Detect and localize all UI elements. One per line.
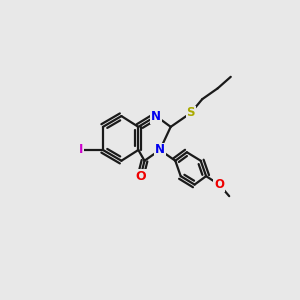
Text: I: I — [78, 143, 83, 157]
Text: N: N — [151, 110, 161, 123]
Text: N: N — [155, 143, 165, 157]
Text: O: O — [135, 169, 146, 183]
Text: O: O — [214, 178, 224, 191]
Text: S: S — [187, 106, 195, 119]
